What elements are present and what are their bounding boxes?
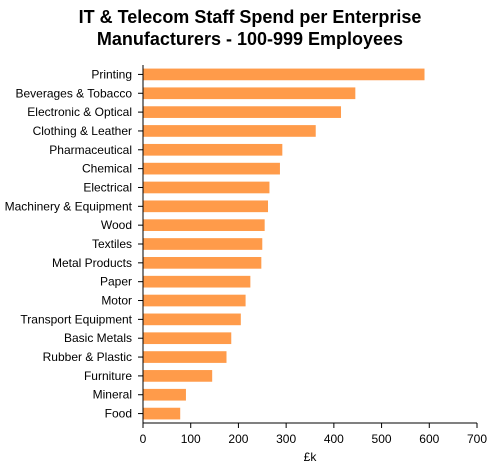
bar-7	[143, 200, 269, 213]
bar-11	[143, 275, 251, 288]
x-tick-label: 700	[467, 432, 487, 446]
x-axis-label: £k	[304, 450, 318, 464]
category-label: Metal Products	[52, 256, 132, 270]
bar-15	[143, 351, 227, 363]
bar-8	[143, 219, 265, 231]
category-label: Basic Metals	[64, 331, 132, 345]
category-label: Machinery & Equipment	[5, 199, 133, 213]
bars-group	[143, 68, 425, 420]
bar-12	[143, 294, 246, 307]
bar-4	[143, 143, 283, 156]
x-tick-label: 200	[228, 432, 248, 446]
x-tick-label: 500	[372, 432, 392, 446]
x-tick-label: 100	[181, 432, 201, 446]
x-tick-label: 300	[276, 432, 296, 446]
bar-0	[143, 68, 425, 81]
x-tick-label: 400	[324, 432, 344, 446]
category-label: Food	[105, 407, 132, 421]
category-label: Wood	[101, 218, 132, 232]
bar-16	[143, 370, 213, 382]
category-labels: Printing Beverages & Tobacco Electronic & …	[5, 67, 143, 421]
bar-13	[143, 313, 241, 326]
category-label: Beverages & Tobacco	[15, 86, 132, 100]
x-axis-ticks: 0 100 200 300 400 500 600 700	[140, 423, 487, 446]
x-tick-label: 600	[419, 432, 439, 446]
bar-18	[143, 407, 181, 420]
category-label: Mineral	[93, 388, 132, 402]
category-label: Printing	[91, 67, 132, 81]
category-label: Transport Equipment	[20, 312, 132, 326]
bar-3	[143, 125, 316, 137]
category-label: Furniture	[84, 369, 132, 383]
bar-5	[143, 162, 280, 175]
bar-14	[143, 332, 232, 345]
category-label: Rubber & Plastic	[43, 350, 132, 364]
chart-title-line-1: IT & Telecom Staff Spend per Enterprise	[78, 7, 422, 27]
x-tick-label: 0	[140, 432, 147, 446]
bar-1	[143, 87, 356, 100]
category-label: Chemical	[82, 162, 132, 176]
bar-6	[143, 181, 270, 194]
category-label: Pharmaceutical	[49, 143, 132, 157]
category-label: Paper	[100, 275, 132, 289]
chart-title: IT & Telecom Staff Spend per Enterprise …	[0, 6, 500, 50]
bar-9	[143, 238, 263, 250]
category-label: Electronic & Optical	[27, 105, 132, 119]
category-label: Clothing & Leather	[33, 124, 132, 138]
bar-2	[143, 106, 342, 118]
category-label: Motor	[101, 294, 132, 308]
chart-title-line-2: Manufacturers - 100-999 Employees	[96, 29, 404, 49]
bar-17	[143, 388, 186, 401]
category-label: Textiles	[92, 237, 132, 251]
category-label: Electrical	[83, 180, 132, 194]
bar-10	[143, 257, 262, 269]
